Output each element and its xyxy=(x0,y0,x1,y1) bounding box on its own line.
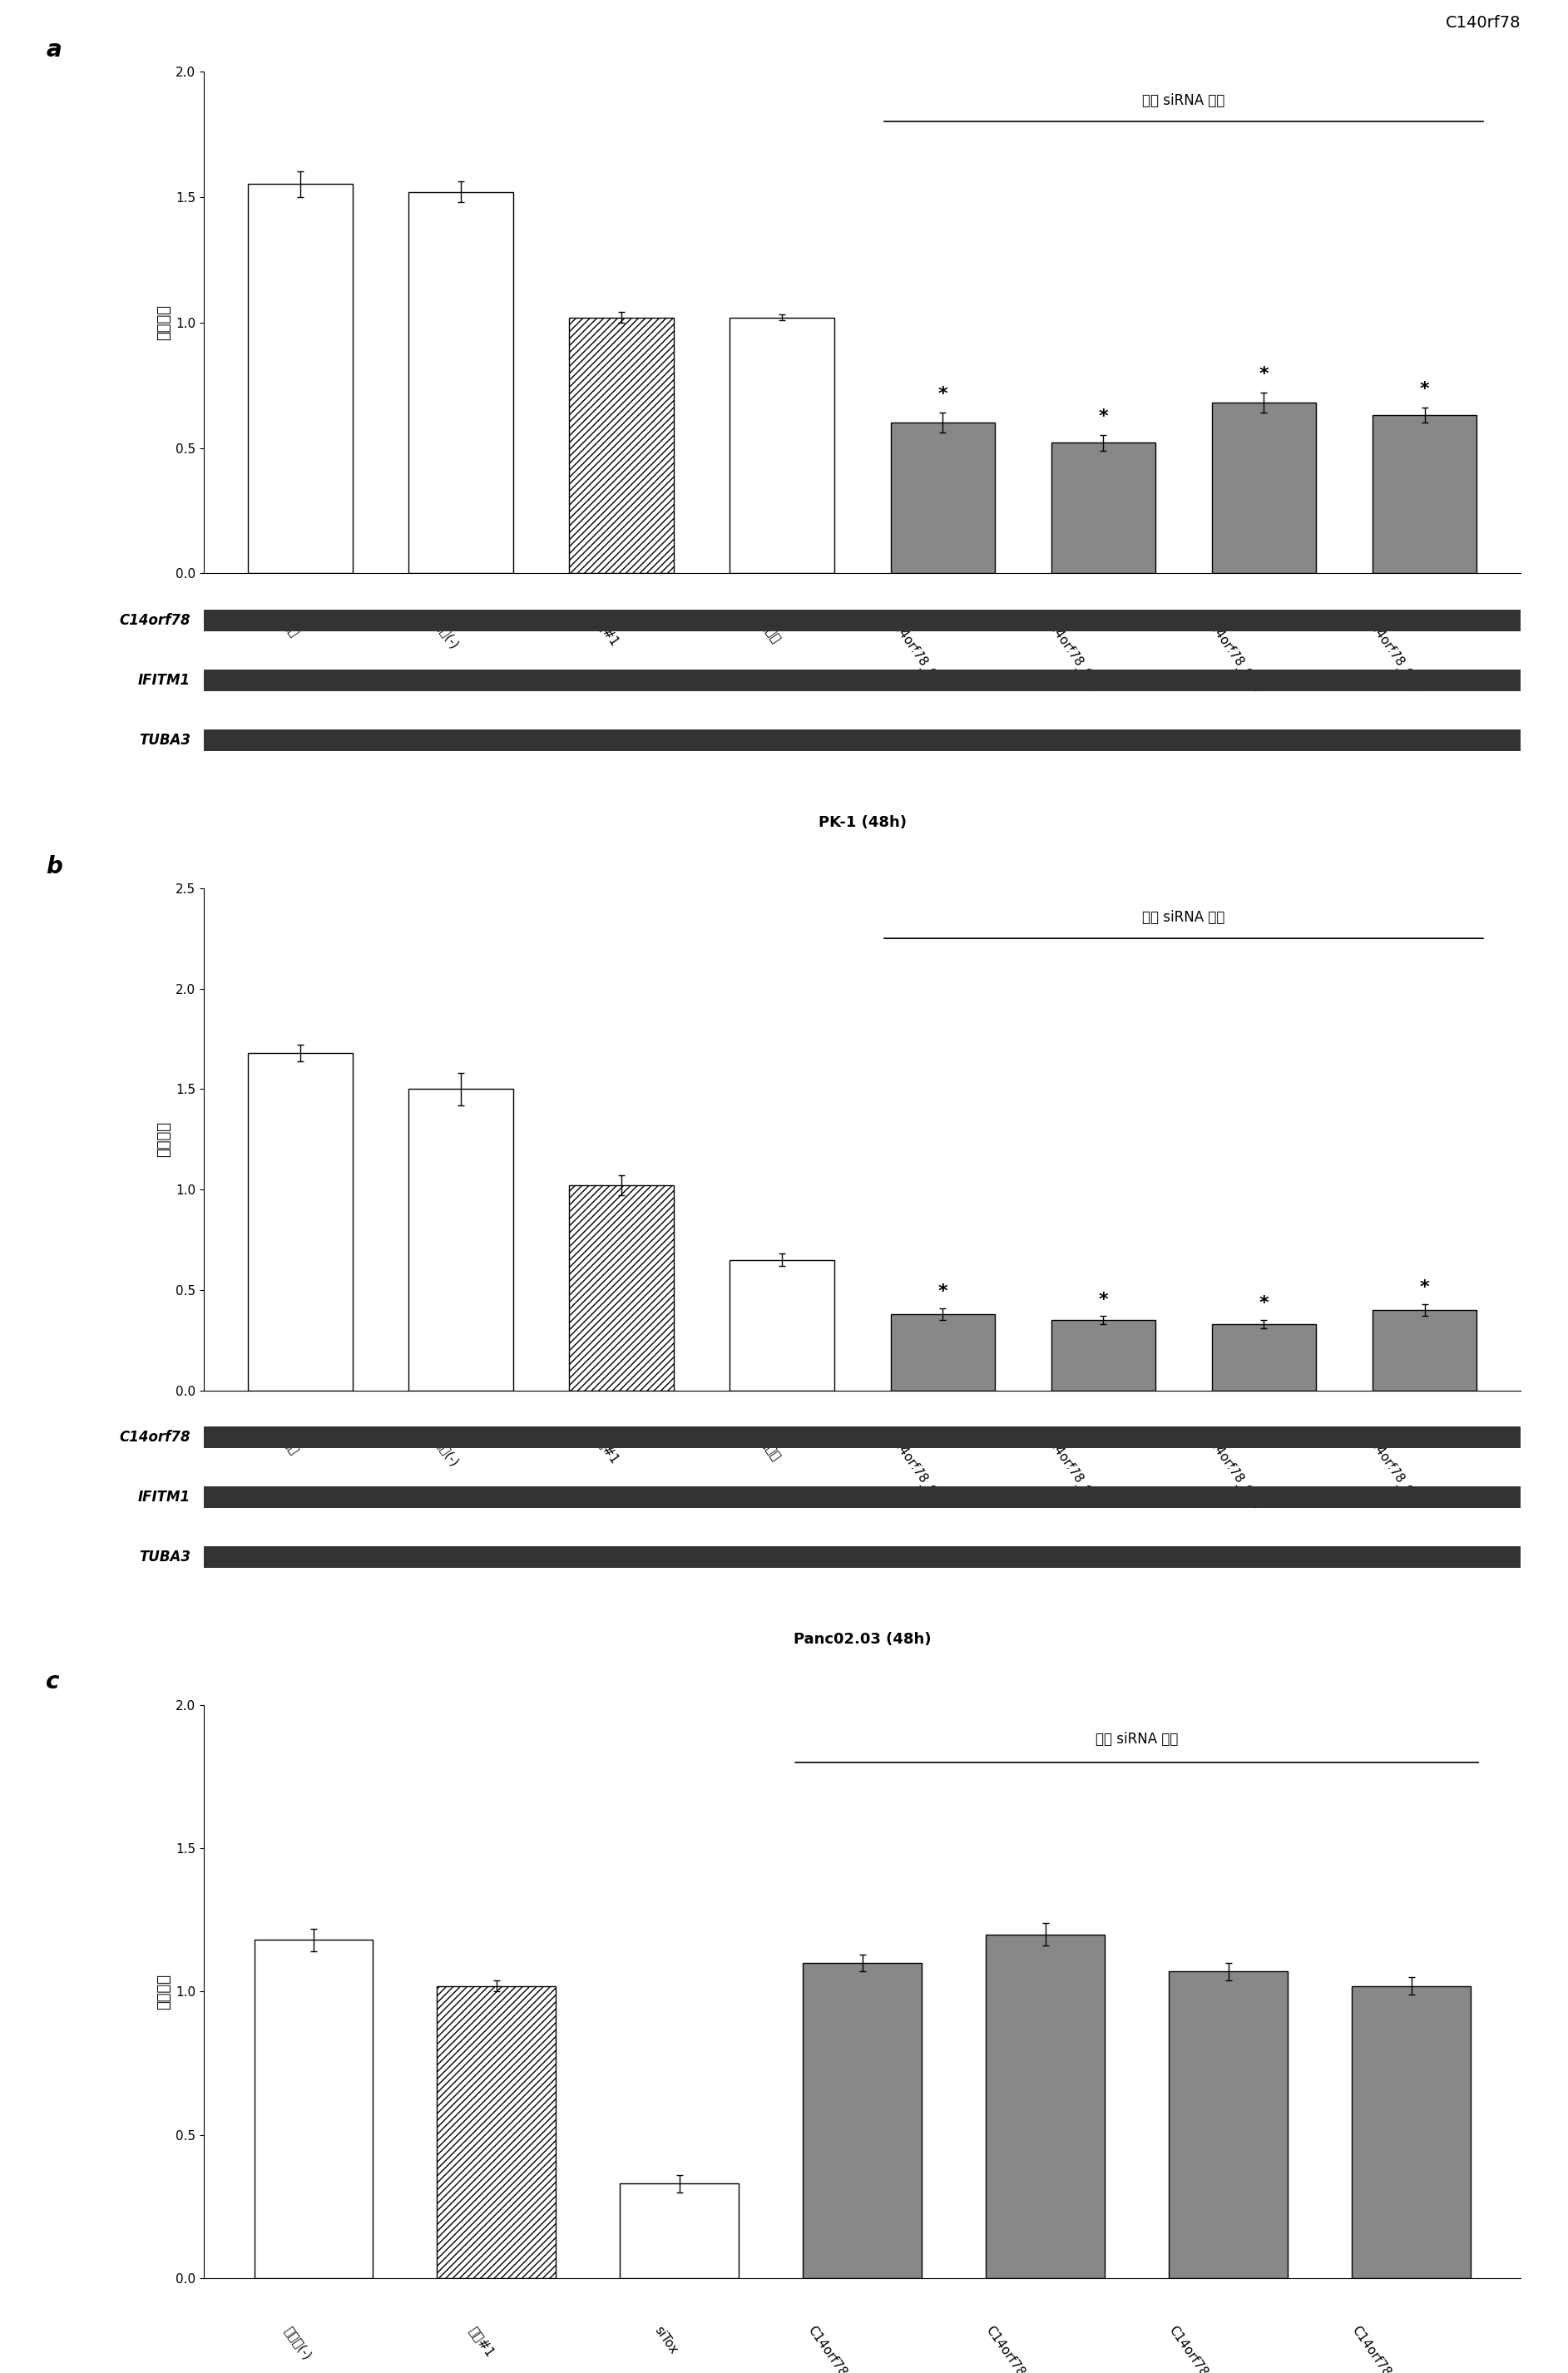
Y-axis label: 相对增殖: 相对增殖 xyxy=(157,1974,171,2010)
Text: *: * xyxy=(1419,382,1430,399)
Text: C14orf78_C10: C14orf78_C10 xyxy=(983,2323,1046,2373)
Text: C14orf78_C24: C14orf78_C24 xyxy=(1348,2323,1411,2373)
Text: c: c xyxy=(45,1671,60,1694)
Bar xyxy=(1051,1319,1156,1391)
Bar xyxy=(1372,415,1477,574)
Bar xyxy=(1352,1986,1471,2278)
Text: 无处理: 无处理 xyxy=(278,615,299,638)
Bar xyxy=(204,1485,1521,1507)
Text: C14orf78_C11: C14orf78_C11 xyxy=(1201,1431,1264,1512)
Text: C14orf78_C24: C14orf78_C24 xyxy=(1363,1431,1425,1512)
Bar xyxy=(729,318,834,574)
Text: 葵聚物(-): 葵聚物(-) xyxy=(430,615,461,650)
Bar xyxy=(204,1547,1521,1569)
Text: 定制 siRNA 序列: 定制 siRNA 序列 xyxy=(1143,909,1225,925)
Bar xyxy=(1212,403,1316,574)
Bar xyxy=(569,1186,674,1391)
Bar xyxy=(204,669,1521,691)
Text: TUBA3: TUBA3 xyxy=(140,733,191,747)
Text: 葵聚物(-): 葵聚物(-) xyxy=(282,2323,314,2361)
Text: C14orf78: C14orf78 xyxy=(119,612,191,629)
Text: a: a xyxy=(45,38,61,62)
Bar xyxy=(619,2183,739,2278)
Text: *: * xyxy=(1259,1296,1269,1312)
Text: PK-1 (48h): PK-1 (48h) xyxy=(818,814,906,831)
Text: C14orf78_C11: C14orf78_C11 xyxy=(1167,2323,1228,2373)
Text: TUBA3: TUBA3 xyxy=(140,1550,191,1564)
Bar xyxy=(569,318,674,574)
Text: 对照#1: 对照#1 xyxy=(591,1431,621,1467)
Y-axis label: 相对增殖: 相对增殖 xyxy=(157,304,171,339)
Text: *: * xyxy=(1099,408,1109,425)
Bar xyxy=(204,729,1521,750)
Text: IFITM1: IFITM1 xyxy=(138,1490,191,1504)
Text: 荧光素酶: 荧光素酶 xyxy=(754,1431,782,1462)
Bar xyxy=(1051,444,1156,574)
Bar xyxy=(1372,1310,1477,1391)
Text: C14orf78_C10: C14orf78_C10 xyxy=(1041,1431,1104,1512)
Text: C14orf78_C10: C14orf78_C10 xyxy=(1041,615,1104,695)
Text: 无处理: 无处理 xyxy=(278,1431,299,1457)
Text: C14orf78: C14orf78 xyxy=(119,1431,191,1445)
Bar xyxy=(248,1054,353,1391)
Bar xyxy=(437,1986,557,2278)
Text: C14orf78_C8: C14orf78_C8 xyxy=(804,2323,862,2373)
Bar xyxy=(986,1934,1105,2278)
Bar xyxy=(1212,1324,1316,1391)
Bar xyxy=(891,1315,996,1391)
Text: Panc02.03 (48h): Panc02.03 (48h) xyxy=(793,1633,931,1647)
Bar xyxy=(248,185,353,574)
Text: C140rf78: C140rf78 xyxy=(1446,14,1521,31)
Text: C14orf78_C11: C14orf78_C11 xyxy=(1201,615,1264,695)
Text: 对照#1: 对照#1 xyxy=(467,2323,497,2359)
Text: C14orf78_C8: C14orf78_C8 xyxy=(884,615,942,688)
Y-axis label: 相对增殖: 相对增殖 xyxy=(157,1122,171,1158)
Text: 对照#1: 对照#1 xyxy=(591,615,621,648)
Bar xyxy=(204,1426,1521,1448)
Text: *: * xyxy=(938,387,947,403)
Text: 葵聚物(-): 葵聚物(-) xyxy=(430,1431,461,1469)
Text: *: * xyxy=(1099,1291,1109,1308)
Text: IFITM1: IFITM1 xyxy=(138,672,191,688)
Bar xyxy=(729,1260,834,1391)
Bar xyxy=(891,422,996,574)
Bar xyxy=(409,192,513,574)
Bar xyxy=(1168,1972,1287,2278)
Text: b: b xyxy=(45,854,63,878)
Text: siTox: siTox xyxy=(652,2323,679,2356)
Bar xyxy=(254,1941,373,2278)
Text: C14orf78_C24: C14orf78_C24 xyxy=(1363,615,1425,695)
Bar xyxy=(204,610,1521,631)
Bar xyxy=(803,1962,922,2278)
Bar xyxy=(409,1089,513,1391)
Text: 定制 siRNA 序列: 定制 siRNA 序列 xyxy=(1096,1732,1178,1747)
Text: *: * xyxy=(1419,1279,1430,1296)
Text: C14orf78_C8: C14orf78_C8 xyxy=(884,1431,942,1504)
Text: 荧光素酶: 荧光素酶 xyxy=(754,615,782,645)
Text: *: * xyxy=(1259,365,1269,382)
Text: *: * xyxy=(938,1284,947,1300)
Text: 定制 siRNA 序列: 定制 siRNA 序列 xyxy=(1143,93,1225,107)
